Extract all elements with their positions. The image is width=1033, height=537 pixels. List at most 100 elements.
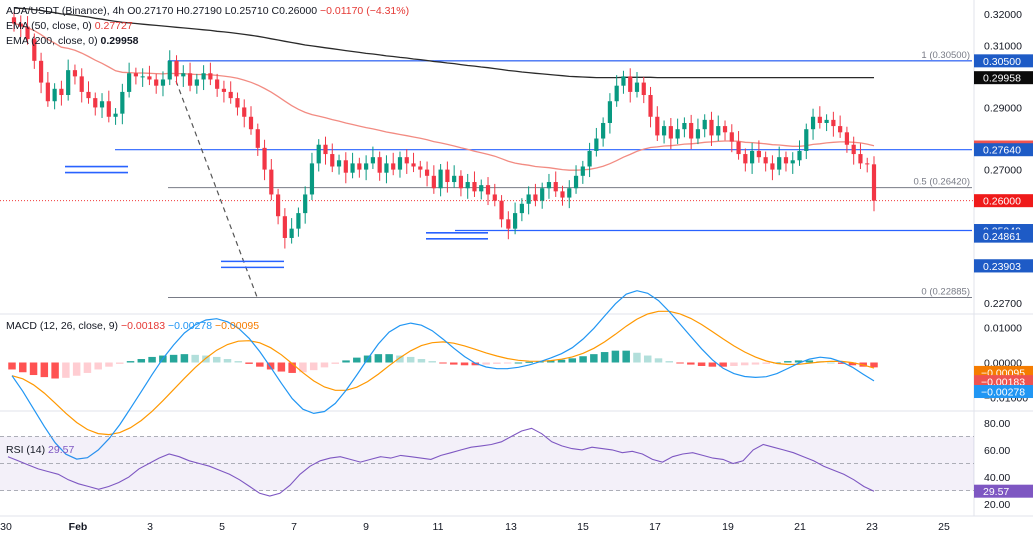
fib-level-label: 0 (0.22885): [921, 286, 970, 297]
price-axis-label: 0.32000: [984, 9, 1022, 21]
price-tag-label: 0.23903: [983, 261, 1021, 273]
macd-histogram-bar: [643, 355, 652, 363]
candle-body: [851, 144, 856, 155]
macd-histogram-bar: [805, 360, 814, 363]
candle-body: [418, 166, 423, 170]
macd-legend: MACD (12, 26, close, 9) −0.00183 −0.0027…: [6, 319, 259, 334]
candle-body: [472, 182, 477, 192]
candle-body: [438, 169, 443, 189]
macd-signal-line: [11, 310, 875, 436]
candle-body: [316, 144, 321, 164]
candle-body: [763, 157, 768, 164]
rsi-axis-label: 60.00: [984, 445, 1010, 457]
macd-histogram-bar: [654, 358, 663, 363]
candle-body: [858, 154, 863, 164]
macd-histogram-bar: [180, 354, 189, 363]
candle-body: [695, 129, 701, 139]
candle-body: [391, 163, 396, 170]
time-axis-label: 25: [938, 521, 950, 533]
macd-histogram-bar: [557, 359, 566, 363]
macd-histogram-bar: [406, 356, 415, 363]
candle-body: [79, 76, 84, 92]
macd-histogram-bar: [137, 359, 146, 363]
macd-tag: [974, 385, 1033, 399]
candle-body: [499, 200, 504, 220]
candle-body: [66, 70, 71, 96]
macd-histogram-bar: [579, 356, 587, 363]
rsi-tag-label: 29.57: [983, 486, 1009, 498]
ema200-value: 0.29958: [100, 35, 139, 47]
candle-body: [452, 175, 457, 183]
candle-body: [215, 79, 220, 89]
macd-histogram-bar: [8, 362, 16, 370]
candle-body: [93, 98, 98, 108]
low-value: 0.25710: [230, 5, 269, 17]
candle-body: [810, 116, 816, 130]
macd-histogram-bar: [730, 362, 738, 366]
macd-histogram-bar: [665, 361, 674, 363]
candle-body: [445, 169, 450, 183]
candle-body: [648, 95, 653, 117]
candle-body: [709, 119, 714, 136]
candle-body: [458, 175, 464, 189]
macd-histogram-bar: [762, 362, 770, 364]
macd-histogram-bar: [19, 362, 27, 373]
time-axis-label: Feb: [69, 521, 88, 533]
macd-histogram-bar: [266, 362, 275, 370]
macd-histogram-bar: [396, 355, 404, 363]
candle-body: [18, 23, 23, 27]
macd-hist-value: −0.00183: [120, 320, 166, 332]
candle-body: [11, 17, 17, 24]
macd-histogram-bar: [29, 362, 38, 376]
candle-body: [181, 73, 186, 77]
candle-body: [492, 194, 497, 201]
legend-ema50-row: EMA (50, close, 0) 0.27727: [6, 19, 409, 34]
candle-body: [174, 60, 179, 77]
rsi-axis-label: 20.00: [984, 499, 1010, 511]
macd-histogram-bar: [503, 362, 512, 364]
price-tag-label: 0.27640: [983, 145, 1021, 157]
macd-histogram-bar: [331, 362, 339, 364]
macd-histogram-bar: [633, 352, 641, 363]
macd-histogram-bar: [611, 350, 620, 363]
candle-body: [777, 157, 782, 170]
candle-body: [573, 175, 579, 189]
macd-histogram-bar: [385, 354, 393, 363]
candle-body: [404, 157, 409, 164]
candle-body: [269, 169, 274, 195]
candle-body: [357, 163, 362, 170]
candle-body: [25, 26, 30, 40]
legend-ema200-row: EMA (200, close, 0) 0.29958: [6, 34, 409, 49]
macd-histogram-bar: [708, 362, 717, 367]
macd-histogram-bar: [719, 362, 727, 367]
candle-body: [546, 182, 552, 189]
candle-body: [661, 126, 667, 136]
candle-body: [52, 88, 57, 102]
price-tag: [974, 54, 1033, 68]
macd-histogram-bar: [191, 354, 199, 363]
candle-body: [431, 175, 436, 189]
price-tag: [974, 259, 1033, 273]
macd-histogram-bar: [212, 356, 221, 363]
macd-histogram-bar: [622, 350, 630, 363]
candle-body: [194, 79, 199, 86]
candle-body: [377, 157, 382, 173]
time-axis-label: 30: [0, 521, 12, 533]
candle-body: [513, 213, 518, 229]
macd-histogram-bar: [687, 362, 695, 365]
candle-body: [127, 73, 132, 92]
macd-histogram-bar: [568, 358, 577, 363]
candle-body: [865, 163, 870, 165]
macd-histogram-bar: [740, 362, 749, 366]
macd-histogram-bar: [320, 362, 329, 368]
candle-body: [743, 154, 748, 164]
candle-body: [682, 122, 687, 130]
macd-tag: [974, 375, 1033, 389]
macd-signal-value: −0.00095: [215, 320, 260, 332]
candle-body: [221, 88, 227, 92]
candle-body: [147, 76, 152, 80]
macd-axis-label: 0.01000: [984, 323, 1022, 335]
candle-body: [350, 163, 355, 173]
macd-histogram-bar: [245, 362, 253, 364]
